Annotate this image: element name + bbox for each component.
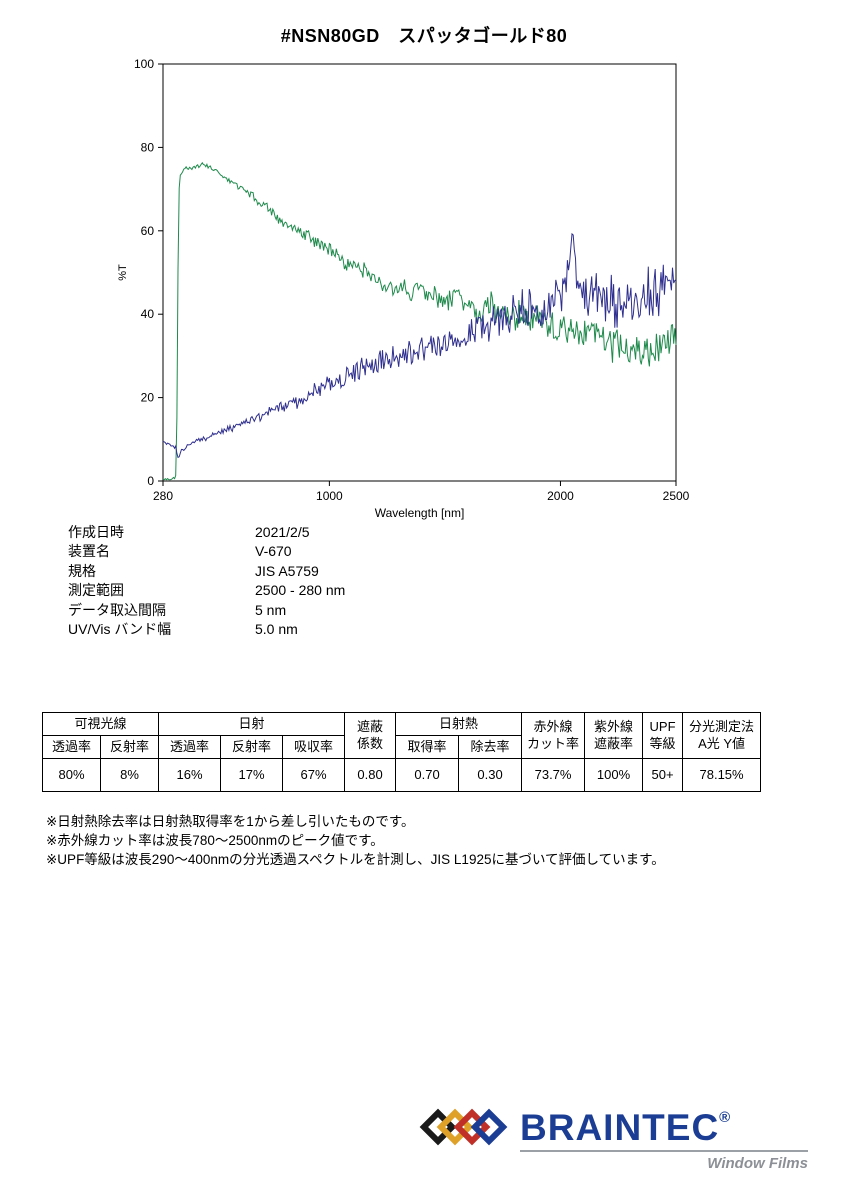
metadata-label: UV/Vis バンド幅 <box>68 621 172 638</box>
brand-tagline: Window Films <box>707 1155 808 1172</box>
table-group-header-row: 可視光線 日射 遮蔽 係数 日射熱 赤外線 カット率 紫外線 遮蔽率 UPF 等… <box>41 712 762 759</box>
value-cell: 100% <box>584 758 644 792</box>
metadata-value: V-670 <box>255 543 292 560</box>
metadata-label: 規格 <box>68 562 96 579</box>
sub-header-removal: 除去率 <box>458 735 523 759</box>
metadata-value: 2021/2/5 <box>255 523 310 540</box>
value-cell: 50+ <box>642 758 684 792</box>
svg-text:100: 100 <box>134 57 154 71</box>
metadata-row: 測定範囲 2500 - 280 nm <box>68 581 345 601</box>
value-cell: 67% <box>282 758 346 792</box>
svg-text:1000: 1000 <box>316 489 343 503</box>
svg-text:0: 0 <box>147 474 154 488</box>
group-header-spectro: 分光測定法 A光 Y値 <box>682 712 762 759</box>
metadata-label: 装置名 <box>68 543 110 560</box>
group-header-upf: UPF 等級 <box>642 712 684 759</box>
footnote-line: ※UPF等級は波長290〜400nmの分光透過スペクトルを計測し、JIS L19… <box>46 852 665 867</box>
value-cell: 78.15% <box>682 758 762 792</box>
footnotes-section: ※日射熱除去率は日射熱取得率を1から差し引いたものです。 ※赤外線カット率は波長… <box>46 812 665 869</box>
brand-logo: BRAINTEC® Window Films <box>419 1098 810 1178</box>
group-header-ir-cut: 赤外線 カット率 <box>521 712 586 759</box>
group-header-solar: 日射 <box>158 712 346 736</box>
spectral-chart: 0 20 40 60 80 100 280 1000 2000 2500 Wavelength [n… <box>117 57 690 520</box>
series-transmittance-green <box>162 161 677 481</box>
metadata-section: 作成日時 2021/2/5 装置名 V-670 規格 JIS A5759 測定範… <box>68 522 345 639</box>
metadata-value: 2500 - 280 nm <box>255 582 346 599</box>
group-header-visible: 可視光線 <box>41 712 160 736</box>
logo-text: BRAINTEC® Window Films <box>520 1098 808 1172</box>
brand-divider <box>520 1150 808 1152</box>
value-cell: 16% <box>158 758 222 792</box>
series-reflectance-blue <box>162 232 677 459</box>
metadata-row: 装置名 V-670 <box>68 542 345 562</box>
metadata-label: 作成日時 <box>68 523 124 540</box>
measurement-table: 可視光線 日射 遮蔽 係数 日射熱 赤外線 カット率 紫外線 遮蔽率 UPF 等… <box>41 712 762 792</box>
sub-header-transmittance: 透過率 <box>158 735 222 759</box>
value-cell: 0.70 <box>395 758 460 792</box>
value-cell: 8% <box>99 758 160 792</box>
footnote-line: ※日射熱除去率は日射熱取得率を1から差し引いたものです。 <box>46 814 415 829</box>
value-cell: 17% <box>220 758 284 792</box>
brand-wordmark: BRAINTEC <box>520 1107 720 1148</box>
group-header-shading-coefficient: 遮蔽 係数 <box>344 712 397 759</box>
sub-header-reflectance: 反射率 <box>99 735 160 759</box>
footnote-line: ※赤外線カット率は波長780〜2500nmのピーク値です。 <box>46 833 384 848</box>
value-cell: 80% <box>42 758 101 792</box>
value-cell: 73.7% <box>521 758 586 792</box>
group-header-solar-heat: 日射熱 <box>395 712 523 736</box>
svg-text:%T: %T <box>117 264 129 281</box>
metadata-row: UV/Vis バンド幅 5.0 nm <box>68 620 345 640</box>
metadata-label: データ取込間隔 <box>68 601 166 618</box>
svg-text:40: 40 <box>141 307 155 321</box>
registered-mark: ® <box>719 1109 732 1126</box>
metadata-value: 5.0 nm <box>255 621 298 638</box>
value-cell: 0.30 <box>458 758 523 792</box>
value-cell: 0.80 <box>344 758 397 792</box>
sub-header-gain: 取得率 <box>395 735 460 759</box>
svg-text:20: 20 <box>141 391 155 405</box>
page-title: #NSN80GD スパッタゴールド80 <box>280 26 568 46</box>
table-value-row: 80% 8% 16% 17% 67% 0.80 0.70 0.30 73.7% … <box>42 758 762 792</box>
metadata-row: 作成日時 2021/2/5 <box>68 522 345 542</box>
metadata-row: データ取込間隔 5 nm <box>68 600 345 620</box>
metadata-value: 5 nm <box>255 601 287 618</box>
metadata-value: JIS A5759 <box>255 562 319 579</box>
sub-header-absorption: 吸収率 <box>282 735 346 759</box>
svg-text:280: 280 <box>153 489 173 503</box>
svg-text:Wavelength [nm]: Wavelength [nm] <box>375 506 465 520</box>
svg-text:2500: 2500 <box>663 489 690 503</box>
svg-text:2000: 2000 <box>547 489 574 503</box>
brand-name: BRAINTEC® <box>520 1098 808 1148</box>
svg-text:80: 80 <box>141 140 155 154</box>
metadata-label: 測定範囲 <box>68 582 124 599</box>
svg-text:60: 60 <box>141 224 155 238</box>
metadata-row: 規格 JIS A5759 <box>68 561 345 581</box>
sub-header-reflectance: 反射率 <box>220 735 284 759</box>
sub-header-transmittance: 透過率 <box>42 735 101 759</box>
group-header-uv-shield: 紫外線 遮蔽率 <box>584 712 644 759</box>
